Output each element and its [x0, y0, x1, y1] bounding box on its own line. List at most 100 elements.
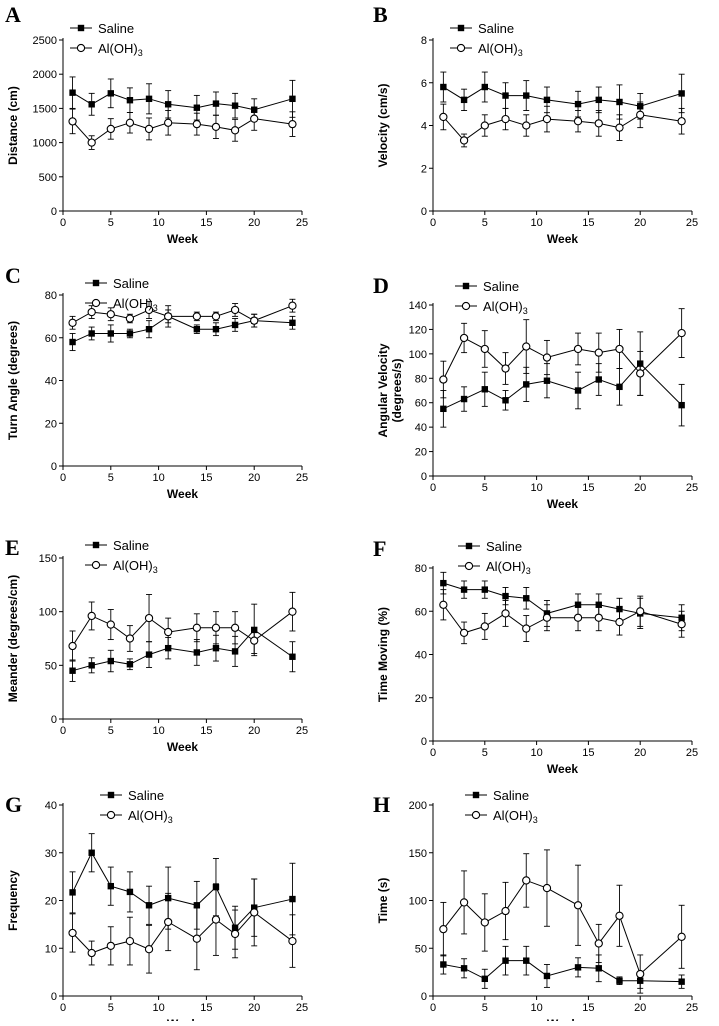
data-point: [636, 369, 645, 378]
legend-marker: [472, 791, 480, 799]
x-tick-label: 10: [152, 472, 164, 484]
legend-label: Saline: [113, 538, 149, 553]
y-axis-label: Velocity (cm/s): [376, 83, 390, 167]
x-tick-label: 5: [482, 747, 488, 759]
y-tick-label: 100: [39, 607, 57, 619]
series-line: [442, 332, 682, 380]
panel-letter: E: [5, 535, 20, 560]
x-tick-label: 20: [634, 747, 646, 759]
data-point: [126, 661, 134, 668]
data-point: [250, 908, 259, 917]
y-tick-label: 60: [415, 398, 427, 410]
x-tick-label: 25: [686, 747, 698, 759]
y-tick-label: 0: [421, 206, 427, 218]
data-point: [439, 600, 448, 609]
x-tick-label: 25: [296, 472, 308, 484]
x-tick-label: 25: [686, 482, 698, 494]
legend-label: Al(OH)3: [493, 808, 538, 825]
data-point: [107, 90, 114, 97]
data-point: [543, 972, 551, 980]
x-tick-label: 20: [248, 1002, 260, 1014]
data-point: [573, 344, 583, 354]
y-tick-label: 0: [51, 991, 57, 1003]
data-point: [481, 586, 488, 593]
legend-label: Al(OH)3: [128, 808, 173, 825]
data-point: [616, 977, 623, 984]
legend-label: Al(OH)3: [483, 299, 528, 316]
data-point: [678, 401, 685, 409]
y-tick-label: 2000: [33, 69, 57, 81]
y-tick-label: 150: [409, 848, 427, 860]
data-point: [193, 104, 201, 111]
data-point: [106, 124, 115, 134]
panel-letter: C: [5, 263, 21, 288]
data-point: [68, 928, 77, 938]
data-point: [595, 376, 602, 383]
x-tick-label: 20: [248, 472, 260, 484]
legend-label: Saline: [486, 539, 522, 554]
panel-letter: F: [373, 536, 386, 561]
data-point: [502, 957, 509, 964]
y-tick-label: 200: [409, 800, 427, 812]
y-tick-label: 4: [421, 121, 427, 133]
legend-label: Saline: [98, 21, 134, 36]
data-point: [501, 364, 510, 373]
x-tick-label: 15: [200, 472, 212, 484]
data-point: [460, 586, 468, 593]
panel-g: G 0 5 10 15 20 25 0 10 20 30 40 Week Frequency Saline A…: [5, 788, 308, 1026]
data-point: [193, 902, 201, 909]
data-point: [68, 117, 77, 126]
data-point: [212, 326, 220, 333]
data-point: [523, 381, 530, 388]
x-tick-label: 5: [482, 217, 488, 229]
x-axis-label: Week: [547, 1017, 578, 1021]
data-point: [502, 592, 509, 600]
series-line: [72, 611, 293, 647]
x-tick-label: 0: [60, 1002, 66, 1014]
data-point: [523, 595, 530, 602]
x-tick-label: 15: [582, 1002, 594, 1014]
panel-letter: A: [5, 2, 21, 27]
data-point: [88, 849, 95, 856]
legend-marker: [471, 810, 481, 820]
legend-marker: [92, 541, 100, 549]
data-point: [459, 898, 469, 907]
y-tick-label: 80: [415, 373, 427, 385]
data-point: [126, 888, 134, 896]
legend-marker: [107, 791, 115, 799]
y-tick-label: 100: [409, 896, 427, 908]
data-point: [678, 90, 685, 97]
data-point: [573, 901, 583, 910]
data-point: [144, 305, 154, 315]
data-point: [230, 126, 240, 135]
series-line: [443, 960, 682, 983]
data-point: [522, 624, 531, 633]
data-point: [87, 307, 96, 317]
legend-label: Saline: [483, 279, 519, 294]
y-tick-label: 40: [415, 650, 427, 662]
panel-letter: B: [373, 2, 388, 27]
y-tick-label: 120: [409, 324, 427, 336]
data-point: [459, 136, 469, 145]
x-tick-label: 15: [582, 747, 594, 759]
x-axis-label: Week: [167, 232, 198, 246]
y-tick-label: 0: [421, 471, 427, 483]
legend-label: Saline: [478, 21, 514, 36]
data-point: [440, 405, 447, 413]
data-point: [106, 941, 115, 951]
series-saline: [440, 331, 685, 428]
x-tick-label: 10: [530, 482, 542, 494]
series-aloh3: [439, 849, 686, 994]
data-point: [481, 83, 488, 91]
data-point: [107, 882, 114, 890]
legend-label: Saline: [128, 788, 164, 803]
legend-marker: [77, 24, 85, 32]
x-tick-label: 10: [152, 1002, 164, 1014]
panel-b: B 0 5 10 15 20 25 0 2 4 6 8 Week Velocity (cm/s) Salin…: [373, 2, 698, 246]
legend-marker: [456, 43, 466, 53]
legend-label: Saline: [493, 788, 529, 803]
data-point: [125, 634, 135, 643]
data-point: [144, 945, 154, 954]
y-tick-label: 10: [45, 943, 57, 955]
